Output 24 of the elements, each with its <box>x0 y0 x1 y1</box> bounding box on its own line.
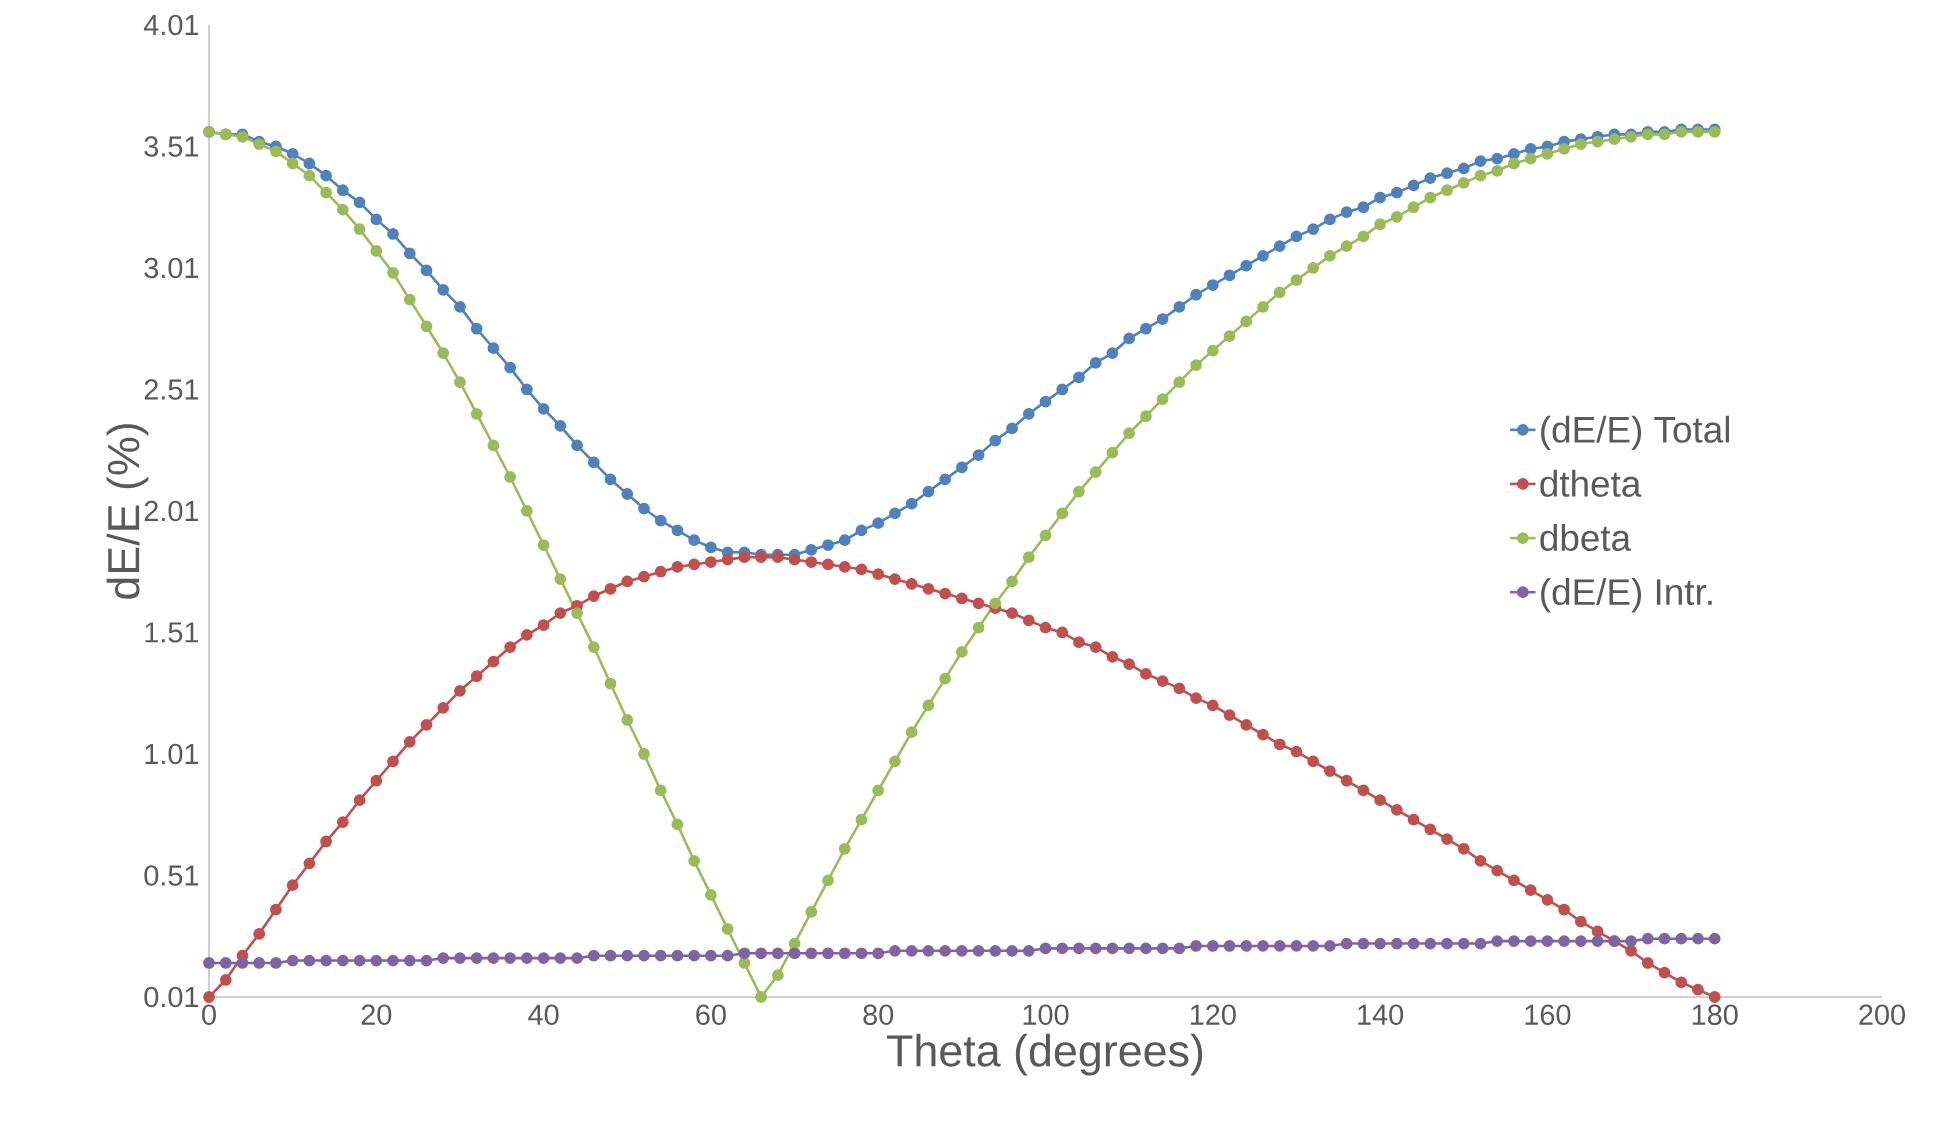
legend-label: dbeta <box>1540 523 1632 552</box>
x-axis-title: Theta (degrees) <box>887 1033 1203 1076</box>
y-tick-label: 1.01 <box>145 743 199 765</box>
x-tick-label: 120 <box>1190 1004 1236 1025</box>
x-tick-label: 20 <box>361 1004 392 1025</box>
x-tick-label: 0 <box>202 1004 216 1025</box>
x-tick-label: 200 <box>1859 1004 1905 1025</box>
x-tick-label: 40 <box>528 1004 559 1025</box>
y-tick-label: 1.51 <box>145 622 199 643</box>
y-tick-label: 3.01 <box>144 257 199 279</box>
y-tick-label: 2.51 <box>144 379 199 400</box>
x-tick-label: 160 <box>1525 1004 1571 1025</box>
y-tick-label: 3.51 <box>144 136 199 157</box>
legend-label: (dE/E) Intr. <box>1541 578 1712 613</box>
x-tick-label: 140 <box>1358 1004 1404 1025</box>
x-tick-label: 80 <box>863 1004 894 1025</box>
legend-label: dtheta <box>1540 469 1642 497</box>
y-tick-label: 4.01 <box>143 14 199 36</box>
x-tick-label: 180 <box>1692 1004 1738 1025</box>
x-tick-label: 100 <box>1023 1004 1069 1025</box>
x-tick-label: 60 <box>696 1004 726 1025</box>
y-tick-label: 0.51 <box>144 865 199 886</box>
legend-label: (dE/E) Total <box>1541 415 1729 451</box>
y-tick-label: 0.01 <box>144 986 199 1008</box>
